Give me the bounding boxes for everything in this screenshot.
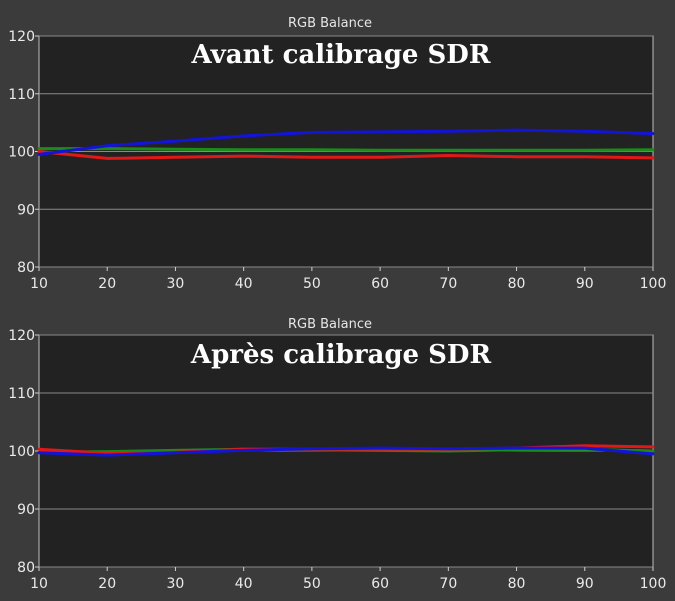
y-tick-label: 80: [17, 260, 35, 276]
x-tick-label: 10: [30, 576, 48, 592]
x-tick-label: 30: [167, 576, 185, 592]
series-line-red: [37, 150, 655, 160]
y-tick-label: 120: [8, 29, 35, 45]
x-tick-label: 20: [98, 576, 116, 592]
x-tick-label: 90: [576, 576, 594, 592]
x-tick-label: 60: [371, 576, 389, 592]
x-tick-label: 80: [508, 576, 526, 592]
x-tick-label: 100: [640, 276, 667, 292]
chart-title: RGB Balance: [288, 16, 372, 31]
x-tick-label: 50: [303, 576, 321, 592]
x-tick-label: 60: [371, 276, 389, 292]
x-tick-label: 10: [30, 276, 48, 292]
x-tick-label: 40: [235, 276, 253, 292]
x-tick-label: 40: [235, 576, 253, 592]
y-tick-label: 120: [8, 328, 35, 344]
x-tick-label: 70: [439, 576, 457, 592]
y-tick-label: 100: [8, 145, 35, 161]
overlay-title: Avant calibrage SDR: [191, 40, 491, 70]
x-tick-label: 80: [508, 276, 526, 292]
y-tick-label: 80: [17, 560, 35, 576]
x-tick-label: 30: [167, 276, 185, 292]
chart-panel-avant: RGB Balance 80 90 100 110 120 10 20 30 40 50 60 70 8…: [8, 16, 666, 292]
series-line-blue: [37, 128, 655, 156]
x-tick-label: 70: [439, 276, 457, 292]
series-line-blue: [37, 446, 655, 457]
x-tick-label: 100: [640, 576, 667, 592]
x-tick-label: 20: [98, 276, 116, 292]
y-tick-label: 90: [17, 202, 35, 218]
x-tick-label: 90: [576, 276, 594, 292]
series-line-green: [37, 147, 655, 152]
chart-title: RGB Balance: [288, 317, 372, 332]
y-tick-label: 100: [8, 444, 35, 460]
y-tick-label: 110: [8, 87, 35, 103]
chart-panel-apres: RGB Balance 80 90 100 110 120 10 20 30 40 50 60 70 8…: [8, 317, 666, 592]
y-tick-label: 110: [8, 386, 35, 402]
y-tick-label: 90: [17, 502, 35, 518]
x-tick-label: 50: [303, 276, 321, 292]
overlay-title: Après calibrage SDR: [190, 340, 492, 370]
